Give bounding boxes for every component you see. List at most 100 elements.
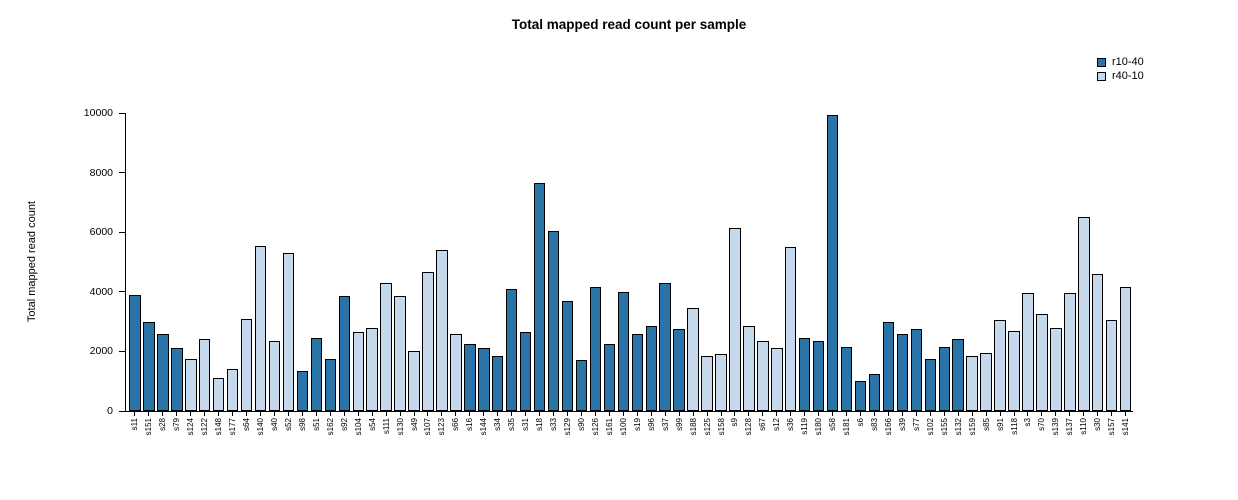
bar-slot <box>547 113 561 411</box>
x-tick-slot <box>505 412 519 416</box>
x-label-slot: s161 <box>602 418 616 435</box>
x-tick-label: s40 <box>270 418 279 431</box>
x-label-slot: s151 <box>142 418 156 435</box>
bar-slot <box>1035 113 1049 411</box>
x-tick-label: s122 <box>200 418 210 436</box>
x-tick-label: s90 <box>576 418 586 431</box>
x-label-slot: s18 <box>533 418 547 431</box>
x-tick-label: s9 <box>730 418 740 427</box>
bar-slot <box>1021 113 1035 411</box>
x-tick-label: s119 <box>800 418 810 435</box>
x-tick-label: s51 <box>311 418 321 431</box>
y-tick-label: 6000 <box>89 226 113 239</box>
x-tick-label: s35 <box>507 418 517 431</box>
x-tick-label: s141 <box>1121 418 1131 436</box>
bars-row <box>128 113 1133 411</box>
bar-slot <box>868 113 882 411</box>
x-label-slot: s102 <box>923 418 937 435</box>
x-tick-label: s118 <box>1009 418 1019 435</box>
y-axis: 0 2000 4000 6000 8000 10000 <box>84 107 126 417</box>
x-label-slot: s16 <box>463 418 477 431</box>
bar-slot <box>365 113 379 411</box>
x-tick <box>1013 412 1015 416</box>
x-tick-label: s6 <box>856 418 866 427</box>
bar-s39 <box>896 333 909 411</box>
y-tick-label: 4000 <box>89 285 113 298</box>
x-label-slot: s155 <box>937 418 951 435</box>
bar-s148 <box>212 378 225 411</box>
x-tick-slot <box>798 412 812 416</box>
x-tick-slot <box>588 412 602 416</box>
x-tick-slot <box>575 412 589 416</box>
x-label-slot: s31 <box>519 418 533 431</box>
x-tick-slot <box>212 412 226 416</box>
x-tick <box>567 412 569 416</box>
bar-slot <box>700 113 714 411</box>
bar-slot <box>644 113 658 411</box>
x-tick-label: s132 <box>953 418 963 436</box>
bar-s66 <box>450 333 462 411</box>
bar-slot <box>951 113 965 411</box>
x-label-slot: s130 <box>393 418 407 435</box>
x-tick-slot <box>868 412 882 416</box>
x-tick-label: s166 <box>883 418 893 436</box>
x-tick-label: s83 <box>869 418 879 431</box>
bar-slot <box>393 113 407 411</box>
x-tick <box>622 412 624 416</box>
x-tick-label: s140 <box>256 418 266 436</box>
x-label-slot: s129 <box>561 418 575 435</box>
x-tick-slot <box>323 412 337 416</box>
bar-s54 <box>366 327 378 411</box>
bar-slot <box>407 113 421 411</box>
y-tick <box>119 172 125 174</box>
bar-slot <box>575 113 589 411</box>
bar-slot <box>379 113 393 411</box>
bar-s99 <box>673 329 685 411</box>
x-tick-slot <box>561 412 575 416</box>
x-tick-label: s180 <box>814 418 824 436</box>
x-tick-label: s28 <box>158 418 168 431</box>
legend-swatch <box>1097 72 1106 81</box>
x-tick-slot <box>909 412 923 416</box>
x-tick-slot <box>407 412 421 416</box>
x-tick <box>301 412 303 416</box>
bar-s181 <box>840 346 853 411</box>
x-tick-label: s157 <box>1107 418 1117 436</box>
bar-slot <box>170 113 184 411</box>
x-tick <box>497 412 499 416</box>
bar-slot <box>254 113 268 411</box>
bar-s28 <box>157 333 169 411</box>
bar-slot <box>421 113 435 411</box>
x-label-slot: s70 <box>1035 418 1049 431</box>
x-tick <box>790 412 792 416</box>
x-label-slot: s123 <box>435 418 449 435</box>
x-tick-slot <box>616 412 630 416</box>
x-tick <box>274 412 275 416</box>
bar-slot <box>491 113 505 411</box>
bar-s155 <box>938 346 950 411</box>
x-tick <box>1097 412 1099 416</box>
x-tick <box>441 412 443 416</box>
bar-slot <box>798 113 812 411</box>
x-tick-label: s30 <box>1093 418 1103 431</box>
x-tick-label: s36 <box>786 418 796 431</box>
bar-slot <box>212 113 226 411</box>
x-tick <box>371 412 373 416</box>
x-label-slot: s34 <box>491 418 505 431</box>
x-tick-label: s128 <box>744 418 754 436</box>
x-label-slot: s64 <box>240 418 254 431</box>
y-tick-label: 2000 <box>89 345 113 358</box>
x-tick <box>1083 412 1085 416</box>
bar-s92 <box>338 296 350 411</box>
x-tick <box>1069 412 1071 416</box>
bar-s180 <box>812 340 825 411</box>
x-label-slot: s162 <box>323 418 337 435</box>
x-tick-slot <box>1119 412 1133 416</box>
x-label-slot: s124 <box>184 418 198 435</box>
bar-slot <box>477 113 491 411</box>
x-tick-slot <box>491 412 505 416</box>
x-tick <box>678 412 680 416</box>
x-label-slot: s111 <box>379 418 393 434</box>
x-tick-label: s177 <box>228 418 238 436</box>
